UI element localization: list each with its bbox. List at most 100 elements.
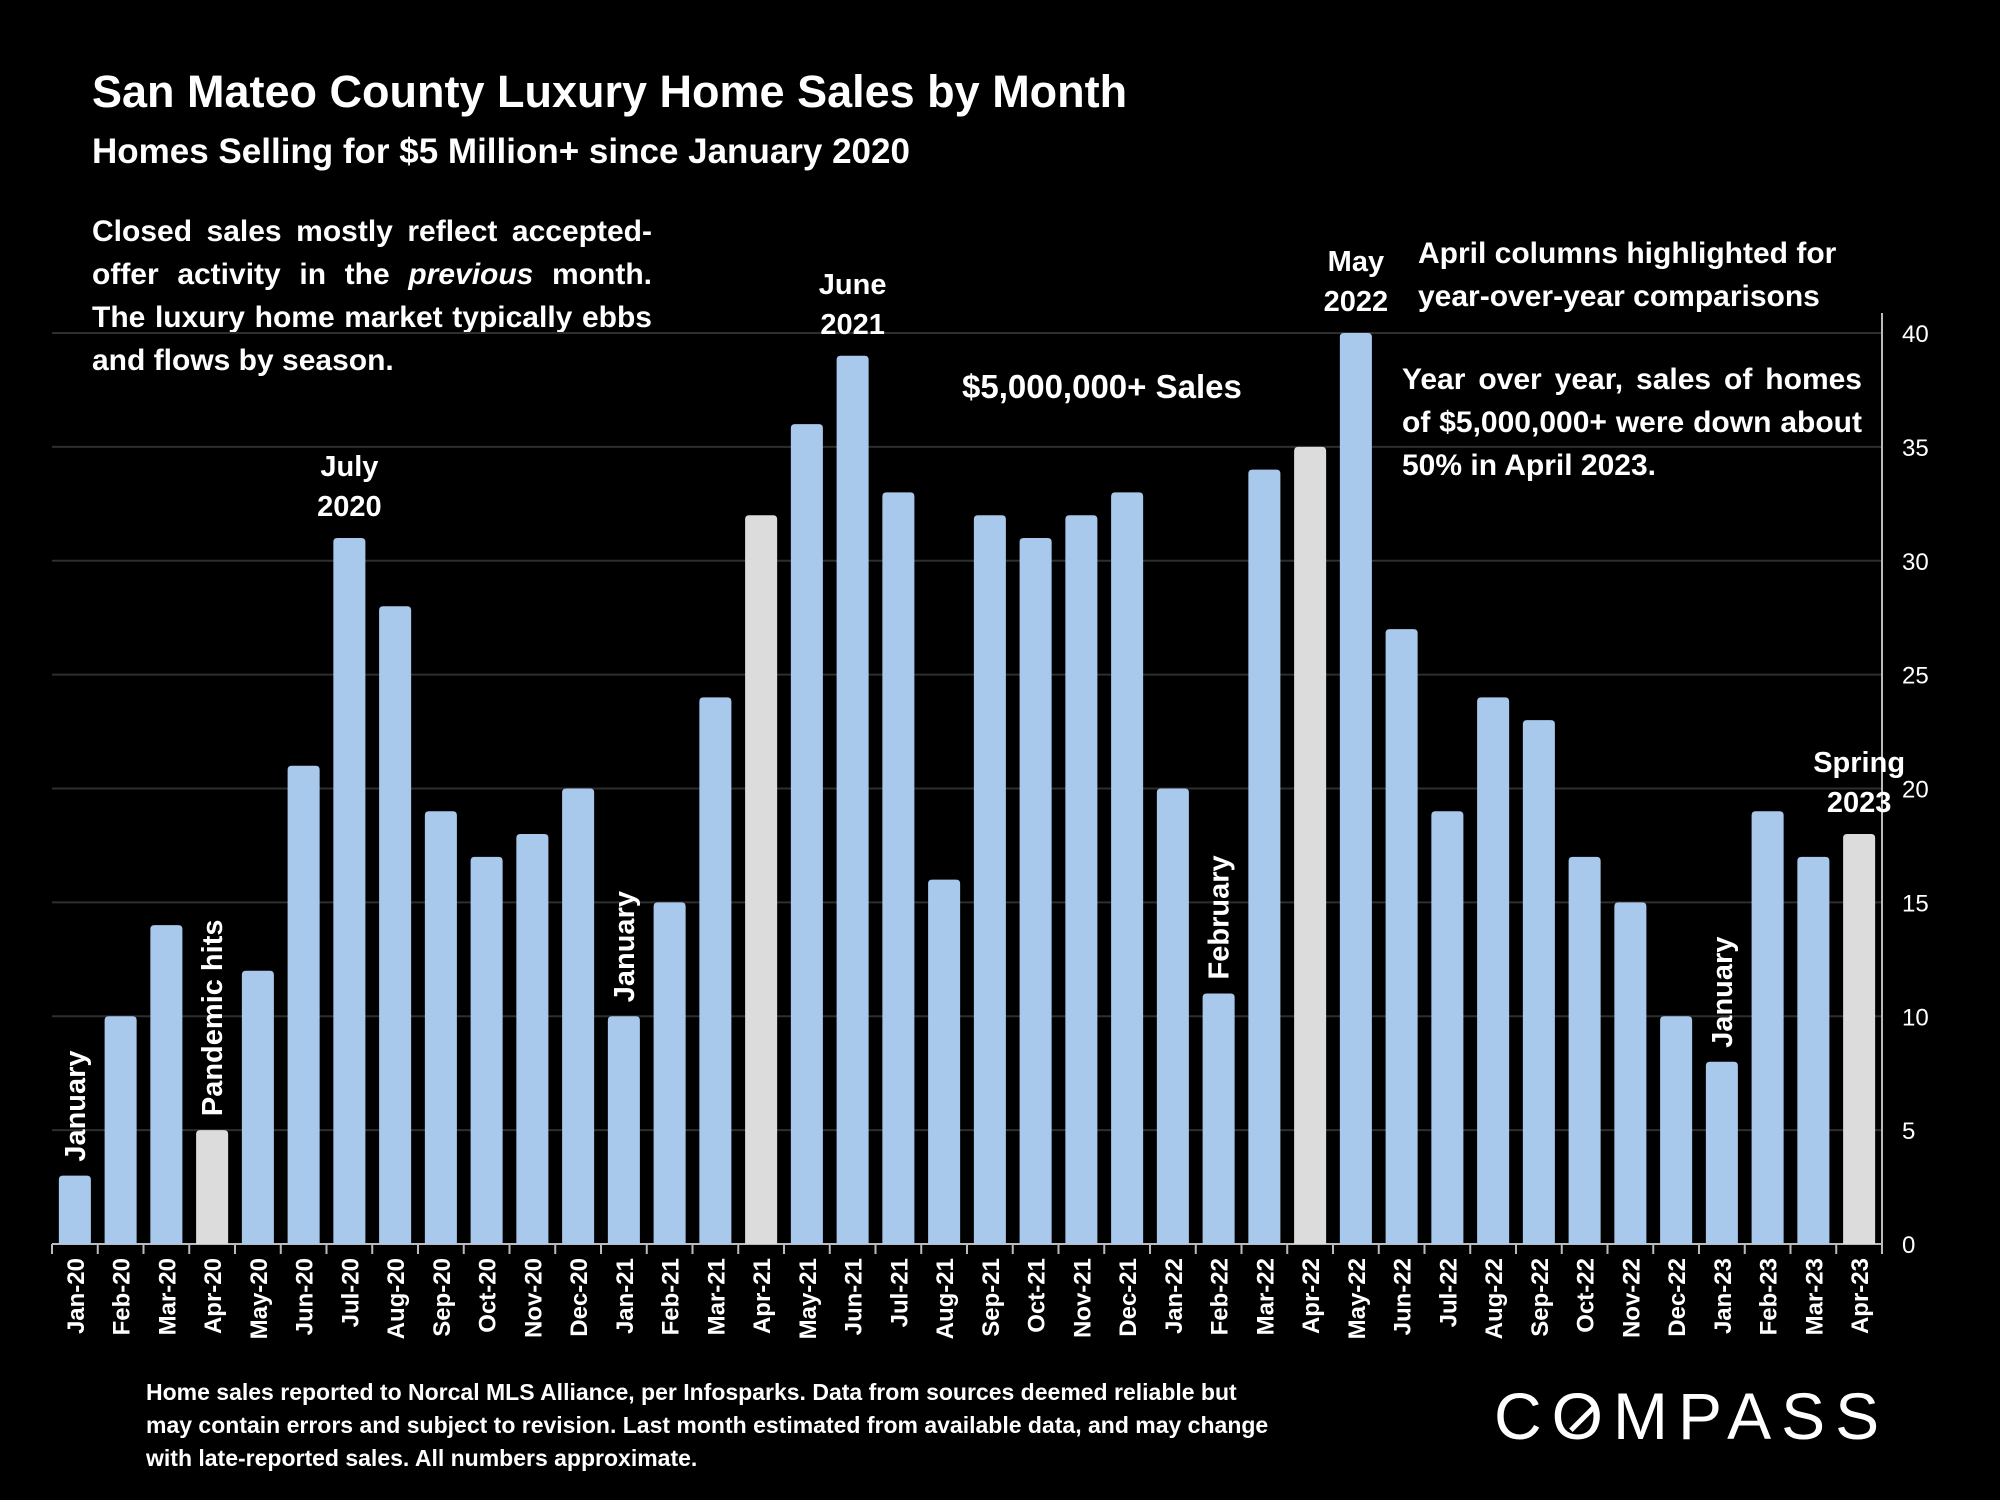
x-tick-label: Mar-21 bbox=[703, 1258, 730, 1335]
y-tick-label: 30 bbox=[1902, 549, 1929, 576]
bar-nov-20 bbox=[516, 834, 549, 1244]
x-tick-label: Jun-20 bbox=[292, 1258, 319, 1335]
yoy-note: Year over year, sales of homes of $5,000… bbox=[1402, 363, 1862, 482]
y-tick-label: 15 bbox=[1902, 890, 1929, 917]
x-tick-label: Aug-21 bbox=[932, 1258, 959, 1339]
bar-apr-23 bbox=[1843, 834, 1876, 1244]
x-tick-label: Dec-21 bbox=[1115, 1258, 1142, 1337]
x-tick-label: Jun-22 bbox=[1390, 1258, 1417, 1335]
y-tick-label: 40 bbox=[1902, 321, 1929, 348]
x-tick-label: Feb-20 bbox=[109, 1258, 136, 1335]
bar-nov-21 bbox=[1065, 515, 1098, 1244]
annotation-label: January bbox=[60, 1050, 92, 1161]
bar-mar-23 bbox=[1797, 856, 1830, 1244]
bar-mar-21 bbox=[699, 697, 732, 1244]
annotation-label: July bbox=[320, 451, 378, 483]
bar-apr-22 bbox=[1294, 446, 1327, 1244]
bar-apr-20 bbox=[196, 1130, 229, 1244]
april-highlight-note-line1: April columns highlighted for bbox=[1418, 237, 1837, 270]
y-tick-label: 25 bbox=[1902, 663, 1929, 690]
annotation-label: 2022 bbox=[1324, 286, 1389, 318]
x-tick-label: Apr-23 bbox=[1847, 1258, 1874, 1334]
season-note-part2: month. The luxury home market typically … bbox=[92, 258, 653, 377]
bar-mar-22 bbox=[1248, 469, 1281, 1244]
x-tick-label: Sep-20 bbox=[429, 1258, 456, 1337]
bar-aug-20 bbox=[379, 606, 412, 1244]
x-tick-label: Jul-20 bbox=[337, 1258, 364, 1327]
x-tick-label: Nov-22 bbox=[1618, 1258, 1645, 1338]
x-tick-label: Oct-21 bbox=[1024, 1258, 1051, 1333]
y-tick-label: 20 bbox=[1902, 777, 1929, 804]
y-tick-label: 5 bbox=[1902, 1118, 1915, 1145]
x-tick-label: May-21 bbox=[795, 1258, 822, 1339]
april-highlight-note-line2: year-over-year comparisons bbox=[1418, 280, 1820, 313]
season-note: Closed sales mostly reflect accepted-off… bbox=[92, 210, 652, 382]
bar-mar-20 bbox=[150, 925, 183, 1244]
x-tick-label: May-20 bbox=[246, 1258, 273, 1339]
x-tick-label: Mar-23 bbox=[1801, 1258, 1828, 1335]
bar-jun-22 bbox=[1385, 629, 1418, 1244]
x-tick-label: Sep-22 bbox=[1527, 1258, 1554, 1337]
bar-feb-21 bbox=[653, 902, 686, 1244]
bar-sep-21 bbox=[973, 515, 1006, 1244]
bar-jan-21 bbox=[607, 1016, 640, 1244]
y-tick-label: 10 bbox=[1902, 1004, 1929, 1031]
x-tick-label: Nov-20 bbox=[520, 1258, 547, 1338]
x-tick-label: Jan-21 bbox=[612, 1258, 639, 1334]
x-tick-label: Jul-21 bbox=[886, 1258, 913, 1327]
bar-jan-20 bbox=[58, 1175, 91, 1244]
bar-jul-22 bbox=[1431, 811, 1464, 1244]
x-tick-label: Apr-22 bbox=[1298, 1258, 1325, 1334]
bar-feb-22 bbox=[1202, 993, 1235, 1244]
chart-subtitle: Homes Selling for $5 Million+ since Janu… bbox=[92, 132, 910, 171]
bar-oct-21 bbox=[1019, 537, 1052, 1244]
bar-sep-20 bbox=[424, 811, 457, 1244]
x-tick-label: Feb-22 bbox=[1207, 1258, 1234, 1335]
y-tick-label: 0 bbox=[1902, 1232, 1915, 1259]
bar-dec-21 bbox=[1111, 492, 1144, 1244]
x-tick-label: May-22 bbox=[1344, 1258, 1371, 1339]
x-tick-label: Sep-21 bbox=[978, 1258, 1005, 1337]
x-tick-label: Mar-22 bbox=[1252, 1258, 1279, 1335]
x-tick-label: Mar-20 bbox=[154, 1258, 181, 1335]
annotation-label: June bbox=[819, 269, 887, 301]
x-tick-label: Feb-21 bbox=[658, 1258, 685, 1335]
compass-logo: COMPASS bbox=[1494, 1379, 1890, 1453]
x-tick-label: Jul-22 bbox=[1435, 1258, 1462, 1327]
bar-aug-22 bbox=[1477, 697, 1510, 1244]
x-tick-label: Oct-20 bbox=[475, 1258, 502, 1333]
bar-dec-20 bbox=[562, 788, 595, 1244]
annotation-label: January bbox=[1707, 937, 1739, 1048]
x-tick-label: Aug-20 bbox=[383, 1258, 410, 1339]
annotation-label: Spring bbox=[1813, 747, 1905, 779]
bar-dec-22 bbox=[1660, 1016, 1693, 1244]
bar-feb-23 bbox=[1751, 811, 1784, 1244]
bar-jan-23 bbox=[1705, 1061, 1738, 1244]
bar-oct-22 bbox=[1568, 856, 1601, 1244]
annotation-label: January bbox=[609, 891, 641, 1002]
x-tick-label: Dec-22 bbox=[1664, 1258, 1691, 1337]
bar-may-21 bbox=[790, 424, 823, 1245]
y-tick-label: 35 bbox=[1902, 435, 1929, 462]
x-tick-label: Jan-22 bbox=[1161, 1258, 1188, 1334]
bar-jul-21 bbox=[882, 492, 915, 1244]
bar-may-20 bbox=[241, 970, 274, 1244]
x-tick-label: Apr-21 bbox=[749, 1258, 776, 1334]
x-tick-label: Jan-23 bbox=[1710, 1258, 1737, 1334]
season-note-emphasis: previous bbox=[408, 258, 534, 291]
bar-jul-20 bbox=[333, 537, 366, 1244]
annotation-label: 2021 bbox=[820, 309, 885, 341]
bar-nov-22 bbox=[1614, 902, 1647, 1244]
bar-jun-20 bbox=[287, 765, 320, 1244]
annotation-label: 2023 bbox=[1827, 787, 1892, 819]
x-tick-label: Dec-20 bbox=[566, 1258, 593, 1337]
annotation-label: February bbox=[1204, 855, 1236, 979]
bar-feb-20 bbox=[104, 1016, 137, 1244]
bar-apr-21 bbox=[745, 515, 778, 1244]
x-tick-label: Oct-22 bbox=[1573, 1258, 1600, 1333]
x-tick-label: Feb-23 bbox=[1756, 1258, 1783, 1335]
bar-jun-21 bbox=[836, 355, 869, 1244]
source-footnote: Home sales reported to Norcal MLS Allian… bbox=[146, 1379, 1269, 1471]
season-note-part1: Closed sales mostly reflect accepted-off… bbox=[92, 215, 652, 291]
